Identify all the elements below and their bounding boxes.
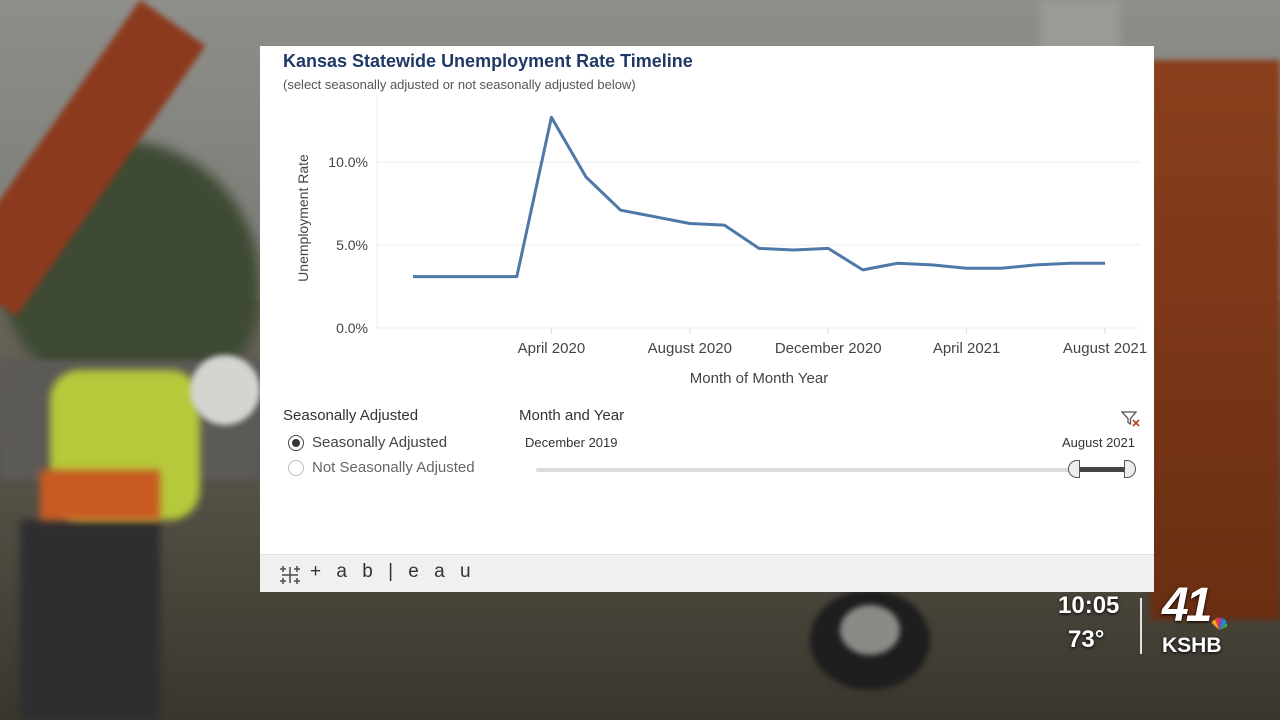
tableau-footer: + a b | e a u [260,554,1154,592]
x-tick-label: August 2020 [648,340,732,357]
data-point[interactable] [546,112,556,122]
x-tick-label: April 2021 [933,340,1001,357]
slider-handle-start[interactable] [1068,460,1080,478]
data-point[interactable] [1031,260,1041,270]
data-point[interactable] [789,245,799,255]
chart-subtitle: (select seasonally adjusted or not seaso… [283,77,636,92]
radio-label: Seasonally Adjusted [312,434,448,451]
date-range-header: Month and Year [519,407,625,424]
data-point[interactable] [581,172,591,182]
data-point[interactable] [858,265,868,275]
series-line[interactable] [413,115,1105,279]
data-point[interactable] [616,205,626,215]
overlay-divider [1140,598,1142,654]
clock-time: 10:05 [1058,592,1120,619]
data-point[interactable] [1065,258,1075,268]
data-point[interactable] [1100,258,1110,268]
clear-filter-icon[interactable] [1121,410,1141,428]
x-tick-label: December 2020 [775,340,882,357]
data-point[interactable] [443,272,453,282]
radio-seasonally-adjusted[interactable]: Seasonally Adjusted [288,434,447,451]
data-point[interactable] [754,243,764,253]
radio-button-unselected[interactable] [288,459,304,476]
x-axis-label: Month of Month Year [690,370,828,387]
chart-title: Kansas Statewide Unemployment Rate Timel… [283,51,693,71]
y-tick-label: 0.0% [336,320,368,336]
data-point[interactable] [962,263,972,273]
data-point[interactable] [927,260,937,270]
data-point[interactable] [823,243,833,253]
radio-not-seasonally-adjusted[interactable]: Not Seasonally Adjusted [288,459,475,476]
range-end-label: August 2021 [1061,435,1135,450]
station-call-sign: KSHB [1162,634,1222,657]
radio-label: Not Seasonally Adjusted [312,459,475,476]
nbc-peacock-icon [1211,617,1228,630]
date-slider-range [1076,467,1130,472]
y-tick-label: 10.0% [328,154,368,170]
slider-handle-end[interactable] [1124,460,1136,478]
data-point[interactable] [892,258,902,268]
line-chart[interactable]: 0.0% 5.0% 10.0% April 2020 August 2020 Decem… [260,46,1154,396]
temperature: 73° [1068,626,1105,653]
data-point[interactable] [512,272,522,282]
data-point[interactable] [685,218,695,228]
tableau-wordmark[interactable]: + a b | e a u [310,561,476,582]
x-tick-label: August 2021 [1063,340,1147,357]
y-tick-label: 5.0% [336,237,368,253]
range-start-label: December 2019 [525,435,618,450]
data-point[interactable] [477,272,487,282]
y-axis-label: Unemployment Rate [295,154,311,282]
data-point[interactable] [996,263,1006,273]
tableau-logo-icon[interactable] [278,564,302,586]
channel-number: 41 [1162,579,1212,632]
seasonal-filter-header: Seasonally Adjusted [283,407,419,424]
data-point[interactable] [650,212,660,222]
data-point[interactable] [719,220,729,230]
tableau-panel: Kansas Statewide Unemployment Rate Timel… [260,46,1154,592]
x-tick-label: April 2020 [518,340,586,357]
date-slider-track[interactable] [536,468,1134,472]
radio-button-selected[interactable] [288,434,304,451]
data-point[interactable] [408,272,418,282]
